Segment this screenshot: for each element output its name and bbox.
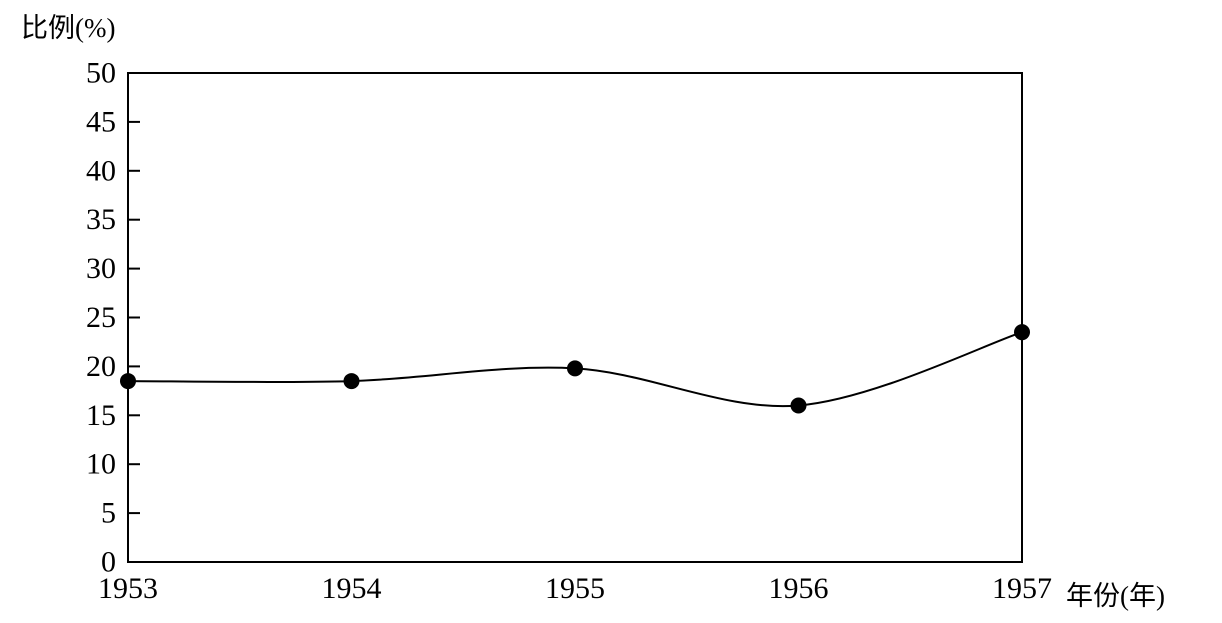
data-point <box>343 373 360 390</box>
data-point <box>1014 324 1030 341</box>
y-tick-label: 15 <box>86 399 116 432</box>
plot-border <box>127 72 1023 563</box>
y-tick-label: 25 <box>86 301 116 334</box>
x-axis-title: 年份(年) <box>1066 581 1165 611</box>
data-point <box>120 373 136 390</box>
y-axis-title: 比例(%) <box>21 13 116 43</box>
x-tick-label: 1957 <box>992 572 1052 605</box>
x-tick-label: 1954 <box>322 572 382 605</box>
data-point <box>790 397 807 414</box>
data-point <box>567 360 583 377</box>
y-tick-label: 40 <box>86 154 116 187</box>
y-tick-label: 45 <box>86 105 116 138</box>
y-tick-label: 50 <box>86 57 116 90</box>
x-tick-label: 1953 <box>98 572 158 605</box>
x-tick-label: 1956 <box>769 572 829 605</box>
y-tick-label: 10 <box>86 448 116 481</box>
y-tick-label: 30 <box>86 252 116 285</box>
y-tick-label: 0 <box>101 546 116 579</box>
y-tick-label: 35 <box>86 203 116 236</box>
y-tick-label: 20 <box>86 350 116 383</box>
x-tick-label: 1955 <box>545 572 605 605</box>
y-tick-label: 5 <box>101 497 116 530</box>
